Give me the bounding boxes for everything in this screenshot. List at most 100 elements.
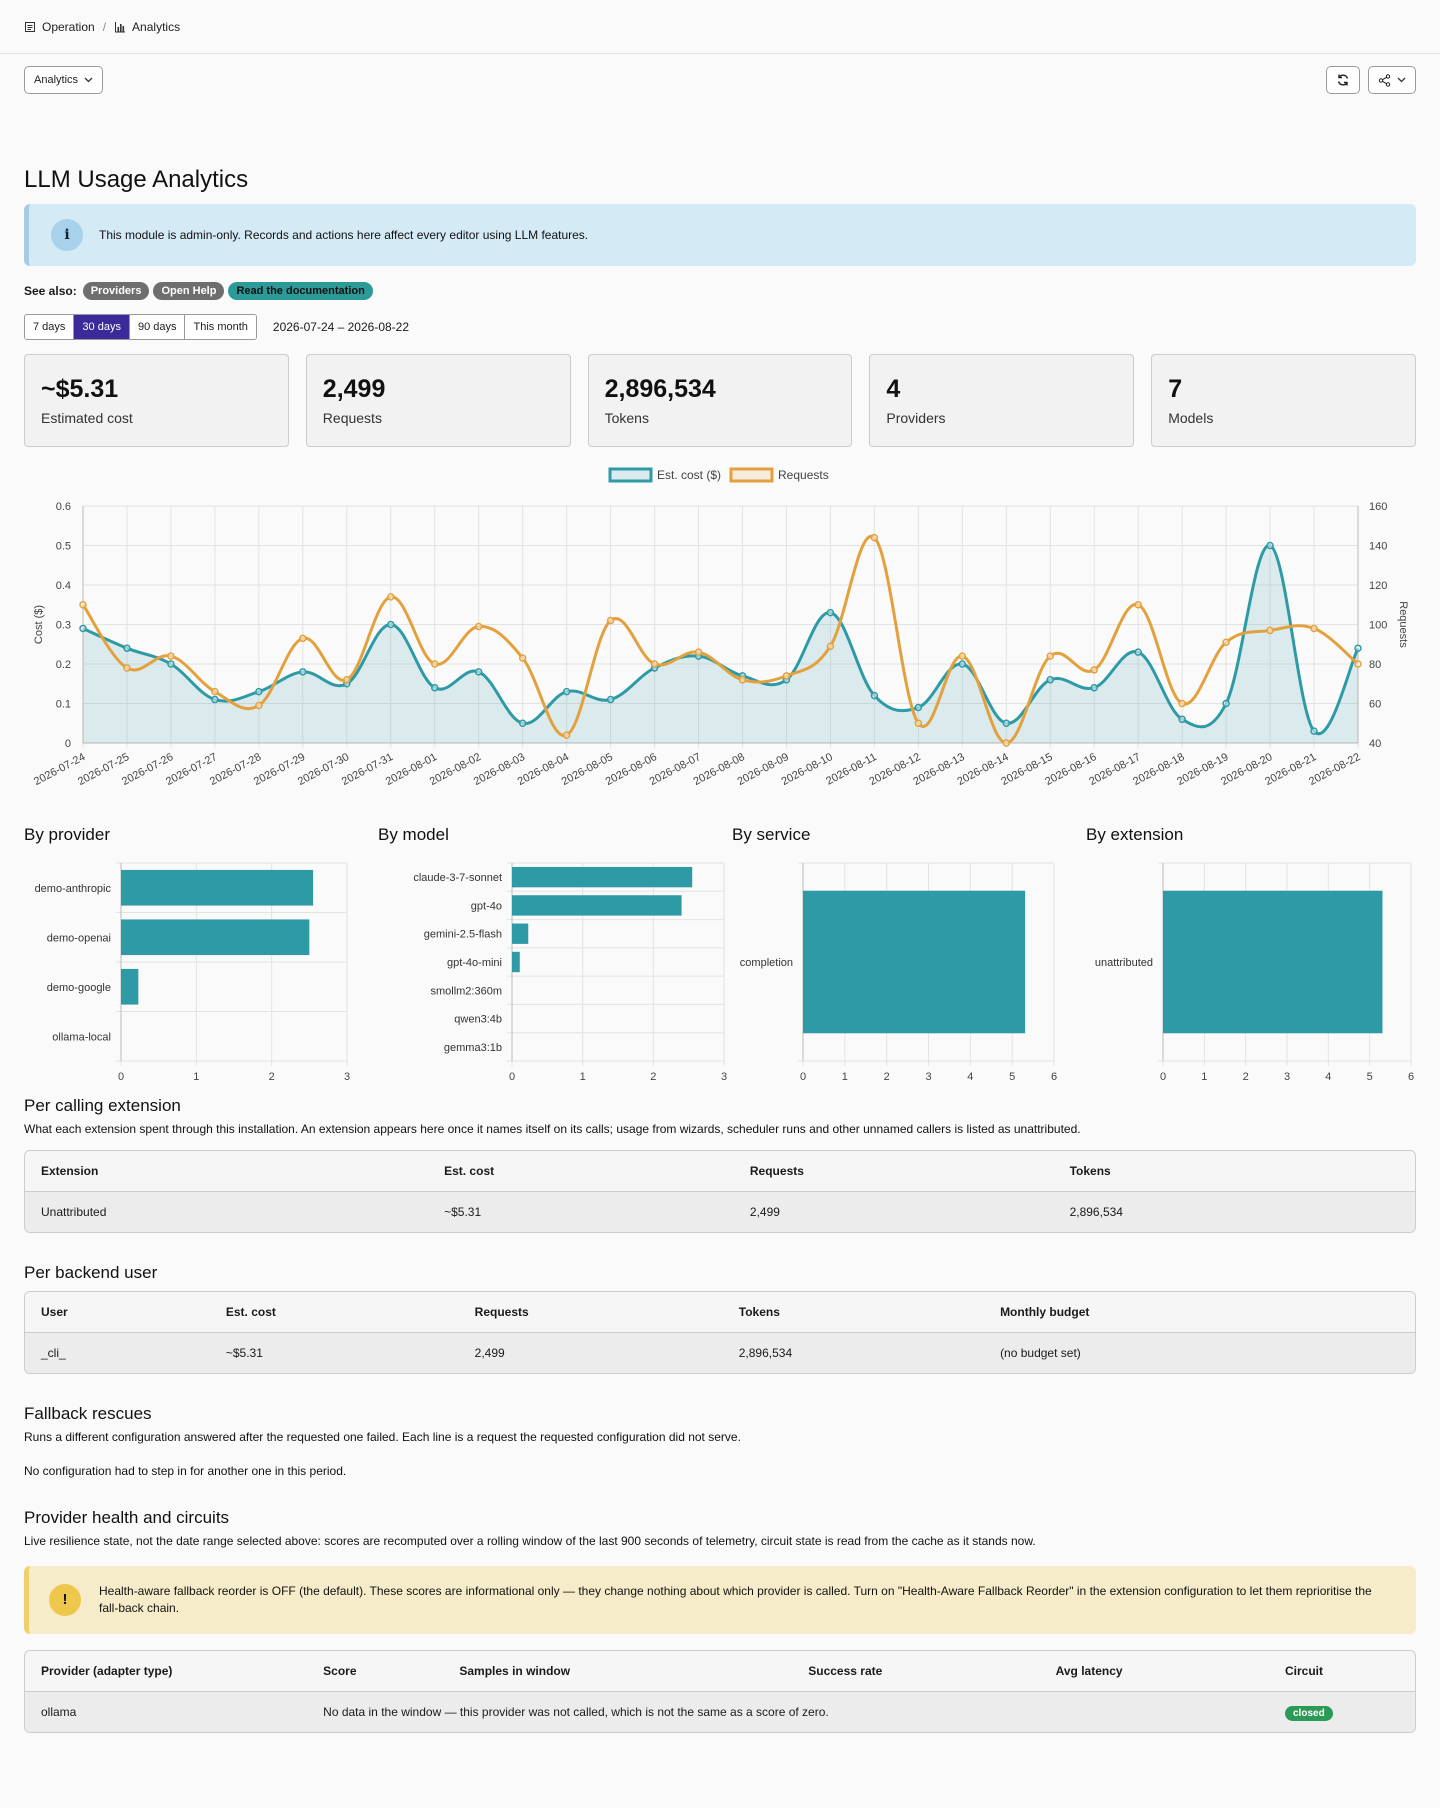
requests-point bbox=[430, 660, 439, 668]
chevron-down-icon bbox=[1397, 77, 1406, 83]
breadcrumb-item-analytics[interactable]: Analytics bbox=[114, 20, 180, 34]
per-extension-title: Per calling extension bbox=[24, 1096, 181, 1115]
requests-point bbox=[387, 593, 395, 601]
cost-point bbox=[1354, 644, 1362, 652]
kpi-value: 4 bbox=[886, 375, 901, 403]
bar bbox=[512, 895, 682, 916]
requests-point bbox=[474, 622, 483, 631]
health-title: Provider health and circuits bbox=[24, 1508, 230, 1527]
y2-tick-label: 60 bbox=[1369, 699, 1381, 711]
cost-point bbox=[430, 683, 439, 692]
column-header: User bbox=[25, 1292, 210, 1333]
x-tick-label: 2 bbox=[650, 1071, 656, 1081]
by-provider-panel: By provider 0 1 2 3 demo-anthropic demo-openai… bbox=[24, 825, 378, 1084]
category-label: gemma3:1b bbox=[444, 1042, 502, 1054]
chart-title: By extension bbox=[1086, 825, 1184, 844]
health-warning: ! Health-aware fallback reorder is OFF (… bbox=[24, 1566, 1416, 1634]
open-help-link[interactable]: Open Help bbox=[153, 282, 225, 300]
x-tick-label: 4 bbox=[1325, 1071, 1331, 1081]
y-tick-label: 0.1 bbox=[56, 699, 71, 711]
cost-point bbox=[958, 660, 967, 668]
y-axis-label: Cost ($) bbox=[33, 605, 45, 644]
category-label: demo-google bbox=[47, 982, 111, 994]
kpi-card-models: 7 Models bbox=[1151, 354, 1416, 447]
x-tick-label: 3 bbox=[1284, 1071, 1290, 1081]
y2-axis-label: Requests bbox=[1397, 601, 1409, 648]
category-label: smollm2:360m bbox=[430, 985, 502, 997]
range-90-days[interactable]: 90 days bbox=[129, 315, 186, 339]
cost-point bbox=[474, 668, 483, 676]
cost-point bbox=[606, 695, 615, 704]
share-button[interactable] bbox=[1368, 66, 1416, 94]
category-label: ollama-local bbox=[52, 1031, 111, 1043]
x-tick-label: 2 bbox=[884, 1071, 890, 1081]
category-label: completion bbox=[740, 957, 793, 969]
breadcrumb-item-operation[interactable]: Operation bbox=[24, 20, 95, 34]
category-label: gemini-2.5-flash bbox=[424, 929, 502, 941]
x-tick-label: 0 bbox=[509, 1071, 515, 1081]
table-row: ollama No data in the window — this prov… bbox=[25, 1691, 1415, 1732]
documentation-link[interactable]: Read the documentation bbox=[228, 282, 373, 300]
range-this-month[interactable]: This month bbox=[185, 315, 256, 339]
requests-point bbox=[1046, 652, 1054, 660]
column-header: Requests bbox=[458, 1292, 723, 1333]
table-cell: 2,896,534 bbox=[1053, 1191, 1415, 1232]
bar-chart-icon bbox=[115, 21, 126, 32]
chart-title: By service bbox=[732, 825, 811, 844]
requests-point bbox=[211, 687, 219, 696]
see-also-label: See also: bbox=[24, 284, 77, 298]
requests-point bbox=[782, 672, 791, 680]
kpi-card-cost: ~$5.31 Estimated cost bbox=[24, 354, 289, 447]
by-model-panel: By model 0 1 2 3 claude-3-7-sonnet gpt-4o gemin… bbox=[378, 825, 732, 1084]
y2-tick-label: 80 bbox=[1369, 659, 1381, 671]
range-7-days[interactable]: 7 days bbox=[25, 315, 75, 339]
health-warning-text: Health-aware fallback reorder is OFF (th… bbox=[99, 1583, 1372, 1615]
cost-point bbox=[1002, 719, 1011, 727]
x-tick-label: 3 bbox=[721, 1071, 727, 1081]
column-header: Score bbox=[307, 1651, 444, 1692]
requests-point bbox=[518, 654, 527, 662]
table-header-row: User Est. cost Requests Tokens Monthly b… bbox=[25, 1292, 1415, 1333]
by-model-chart: 0 1 2 3 claude-3-7-sonnet gpt-4o gemini-2.5-fl… bbox=[413, 862, 727, 1083]
cost-point bbox=[1266, 541, 1274, 550]
x-tick-label: 4 bbox=[967, 1071, 973, 1081]
per-extension-table: Extension Est. cost Requests Tokens Unat… bbox=[24, 1150, 1416, 1233]
providers-link[interactable]: Providers bbox=[82, 282, 150, 300]
category-label: claude-3-7-sonnet bbox=[413, 872, 502, 884]
info-icon: i bbox=[51, 219, 83, 251]
x-tick-label: 5 bbox=[1367, 1071, 1373, 1081]
column-header: Success rate bbox=[792, 1651, 1040, 1692]
breadcrumb-separator: / bbox=[102, 19, 107, 34]
admin-notice: i This module is admin-only. Records and… bbox=[24, 204, 1416, 266]
kpi-label: Estimated cost bbox=[41, 410, 133, 426]
cost-point bbox=[914, 703, 923, 712]
x-tick-label: 2 bbox=[1243, 1071, 1249, 1081]
date-range-text: 2026-07-24 – 2026-08-22 bbox=[272, 320, 410, 334]
fallback-desc: Runs a different configuration answered … bbox=[24, 1430, 741, 1444]
kpi-value: 2,896,534 bbox=[604, 375, 716, 403]
cost-point bbox=[1046, 676, 1054, 684]
kpi-label: Tokens bbox=[604, 410, 649, 426]
requests-point bbox=[123, 664, 131, 672]
cost-point bbox=[167, 660, 175, 668]
column-header: Monthly budget bbox=[984, 1292, 1415, 1333]
kpi-label: Providers bbox=[886, 410, 946, 426]
module-select[interactable]: Analytics bbox=[24, 66, 104, 94]
range-30-days[interactable]: 30 days bbox=[74, 315, 130, 339]
refresh-button[interactable] bbox=[1326, 66, 1360, 94]
x-tick-label: 6 bbox=[1051, 1071, 1057, 1081]
column-header: Tokens bbox=[1053, 1151, 1415, 1192]
usage-time-chart: 00.10.20.30.40.50.6406080100120140160202… bbox=[32, 467, 1409, 788]
module-select-label: Analytics bbox=[34, 74, 79, 86]
kpi-value: 7 bbox=[1168, 375, 1183, 403]
legend-swatch bbox=[608, 467, 653, 483]
requests-point bbox=[738, 676, 747, 684]
cost-point bbox=[870, 691, 879, 700]
fallback-title: Fallback rescues bbox=[24, 1404, 152, 1423]
x-tick-label: 1 bbox=[580, 1071, 586, 1081]
per-user-title: Per backend user bbox=[24, 1263, 158, 1282]
bar bbox=[121, 968, 139, 1005]
chart-title: By model bbox=[378, 825, 449, 844]
by-provider-chart: 0 1 2 3 demo-anthropic demo-openai demo-google… bbox=[35, 862, 350, 1083]
y2-tick-label: 100 bbox=[1369, 620, 1387, 632]
